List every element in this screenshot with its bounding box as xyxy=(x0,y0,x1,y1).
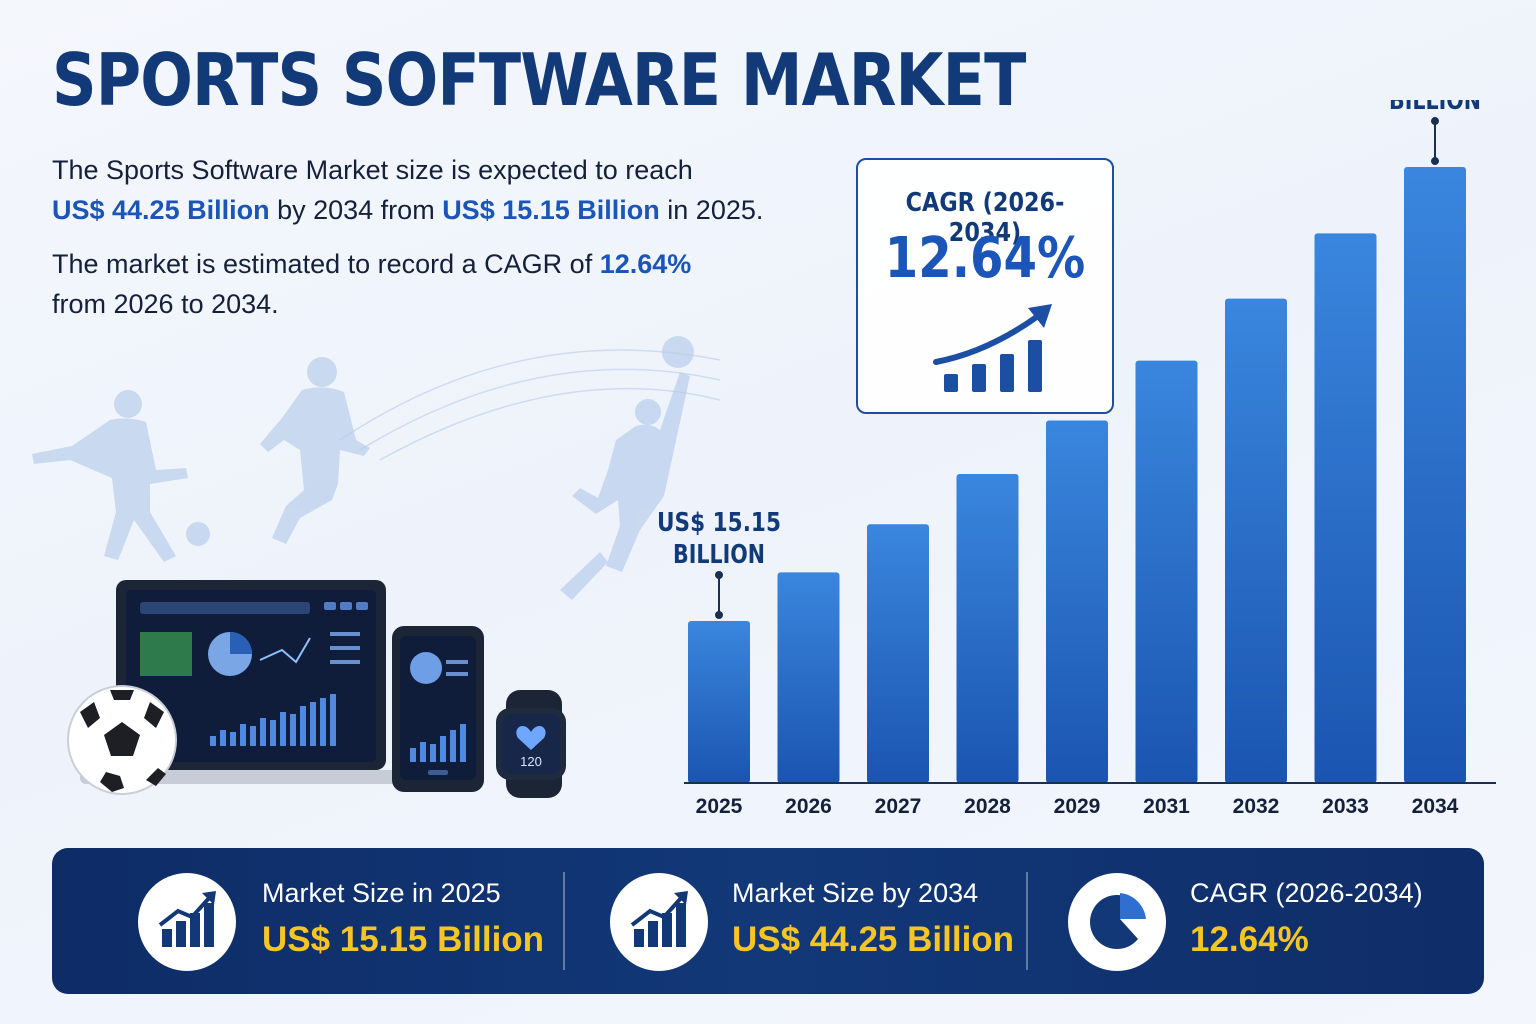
growth-chart-icon xyxy=(933,304,1052,392)
annotation-dot xyxy=(715,570,723,579)
stat-value: US$ 15.15 Billion xyxy=(262,920,545,959)
cagr-callout-label: CAGR (2026-2034) xyxy=(905,188,1065,248)
watch-reading: 120 xyxy=(520,754,542,769)
cagr-callout: CAGR (2026-2034) 12.64% xyxy=(856,158,1114,414)
bar-2033 xyxy=(1314,233,1377,783)
bar-2028 xyxy=(956,473,1019,783)
stat-market-size-2034: Market Size by 2034 US$ 44.25 Billion xyxy=(572,848,1032,994)
bar-2031 xyxy=(1135,360,1198,783)
data-label-2025: BILLION xyxy=(673,540,765,570)
x-tick-label: 2028 xyxy=(964,795,1011,818)
stat-divider xyxy=(563,872,565,970)
intro-line-4: from 2026 to 2034. xyxy=(52,289,279,319)
stat-value: US$ 44.25 Billion xyxy=(732,920,1015,959)
x-tick-label: 2033 xyxy=(1322,795,1369,818)
x-tick-label: 2029 xyxy=(1054,795,1101,818)
soccer-ball-icon xyxy=(67,685,177,795)
bar-2025 xyxy=(688,620,750,783)
bar-2029 xyxy=(1046,420,1108,783)
stat-cagr: CAGR (2026-2034) 12.64% xyxy=(1032,848,1484,994)
pie-chart-icon xyxy=(1068,873,1166,971)
bar-chart-up-icon xyxy=(138,873,236,971)
intro-text-in: in 2025. xyxy=(659,195,764,225)
bar-2034 xyxy=(1404,167,1466,783)
annotation-dot xyxy=(1431,157,1439,166)
athlete-silhouettes-icon xyxy=(32,336,720,600)
intro-paragraph-2: The market is estimated to record a CAGR… xyxy=(52,244,691,324)
stat-divider xyxy=(1026,872,1028,970)
bar-chart-up-icon xyxy=(610,873,708,971)
laptop-icon xyxy=(80,580,420,784)
stat-value: 12.64% xyxy=(1190,920,1309,959)
x-tick-label: 2025 xyxy=(696,795,743,818)
stat-label: CAGR (2026-2034) xyxy=(1190,878,1423,908)
bar-2026 xyxy=(777,572,840,783)
devices-illustration: 120 xyxy=(67,580,566,798)
intro-highlight-2034: US$ 44.25 Billion xyxy=(52,195,270,225)
market-bar-chart: 2025 2026 2027 2028 2029 2031 2032 2033 2034 US$… xyxy=(657,100,1496,818)
cagr-callout-value: 12.64% xyxy=(884,226,1086,291)
x-tick-label: 2031 xyxy=(1143,795,1190,818)
stat-market-size-2025: Market Size in 2025 US$ 15.15 Billion xyxy=(52,848,572,994)
footer-stats-banner: Market Size in 2025 US$ 15.15 Billion Ma… xyxy=(52,848,1484,994)
smartphone-icon xyxy=(392,626,484,792)
bar-2027 xyxy=(867,524,929,783)
smartwatch-icon: 120 xyxy=(496,690,566,798)
intro-line-1: The Sports Software Market size is expec… xyxy=(52,155,693,185)
page-title: SPORTS SOFTWARE MARKET xyxy=(52,38,1026,122)
stat-label: Market Size by 2034 xyxy=(732,878,979,908)
intro-text-by: by 2034 from xyxy=(269,195,443,225)
intro-highlight-2025: US$ 15.15 Billion xyxy=(442,195,660,225)
x-tick-label: 2027 xyxy=(875,795,922,818)
data-label-2025: US$ 15.15 xyxy=(657,508,781,538)
stat-label: Market Size in 2025 xyxy=(262,878,501,908)
x-tick-label: 2034 xyxy=(1412,795,1459,818)
intro-line-3: The market is estimated to record a CAGR… xyxy=(52,244,691,284)
intro-highlight-cagr: 12.64% xyxy=(599,249,692,279)
intro-text-cagr: The market is estimated to record a CAGR… xyxy=(52,249,600,279)
x-tick-label: 2032 xyxy=(1233,795,1280,818)
bar-2032 xyxy=(1225,298,1287,783)
annotation-dot xyxy=(715,610,723,619)
x-tick-label: 2026 xyxy=(785,795,832,818)
data-label-2034: BILLION xyxy=(1389,100,1481,116)
annotation-dot xyxy=(1431,117,1439,126)
intro-paragraph-1: The Sports Software Market size is expec… xyxy=(52,150,763,230)
intro-line-2: US$ 44.25 Billion by 2034 from US$ 15.15… xyxy=(52,190,763,230)
